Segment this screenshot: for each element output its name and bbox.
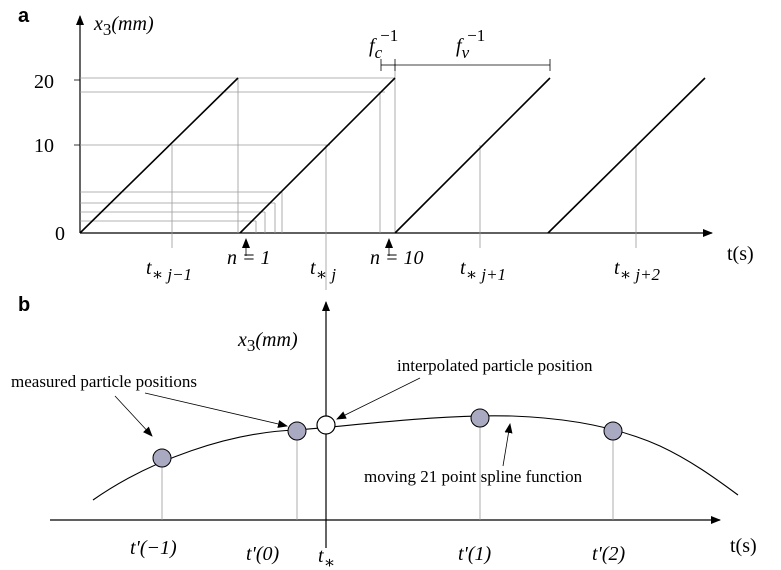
time-label-tstar: t∗ — [318, 545, 335, 570]
panel-b-x-axis-label: t(s) — [730, 535, 757, 557]
arrow-to-measured-1 — [114, 395, 153, 437]
time-label-t-2: t'(2) — [592, 543, 625, 565]
annotation-measured: measured particle positions — [11, 372, 197, 391]
y-tick-20: 20 — [34, 71, 54, 93]
marker-n1: n = 1 — [227, 247, 271, 269]
period-c-label: fc−1 — [369, 26, 398, 62]
arrow-to-measured-2 — [144, 392, 288, 428]
panel-a-x-axis-label: t(s) — [727, 243, 754, 265]
time-label-j: t∗ j — [310, 257, 336, 284]
ramp-1 — [79, 77, 239, 234]
measured-point — [470, 408, 490, 428]
ramp-3 — [394, 77, 551, 234]
time-label-j-plus-1: t∗ j+1 — [460, 257, 506, 284]
panel-b-letter: b — [18, 294, 30, 316]
panel-b-vertical-guides — [161, 418, 614, 520]
interpolated-point — [316, 415, 336, 435]
ramp-4 — [547, 77, 706, 234]
arrow-to-interpolated — [336, 377, 421, 420]
time-label-j-minus-1: t∗ j−1 — [146, 257, 192, 284]
annotation-interpolated: interpolated particle position — [397, 356, 593, 375]
spline-curve — [92, 415, 739, 501]
measured-point — [603, 421, 623, 441]
measured-point — [152, 448, 172, 468]
panel-b-y-axis-label: x3(mm) — [237, 329, 298, 355]
panel-a-y-axis-label: x3(mm) — [93, 13, 154, 39]
time-label-t-1: t'(1) — [458, 543, 491, 565]
measured-point — [287, 421, 307, 441]
period-bracket-c — [380, 59, 395, 71]
vertical-guides — [171, 64, 637, 290]
period-v-label: fv−1 — [456, 26, 485, 62]
panel-a-letter: a — [18, 5, 30, 27]
time-label-t-minus-1: t'(−1) — [130, 537, 177, 559]
ramp-2 — [239, 77, 396, 234]
period-bracket-v — [394, 59, 551, 71]
y-tick-10: 10 — [34, 135, 54, 157]
marker-n10: n = 10 — [370, 247, 424, 269]
time-label-j-plus-2: t∗ j+2 — [614, 257, 661, 284]
horizontal-guides — [80, 77, 395, 222]
annotation-spline: moving 21 point spline function — [364, 467, 583, 486]
y-tick-0: 0 — [55, 223, 65, 245]
time-label-t-0: t'(0) — [246, 543, 279, 565]
arrow-to-spline — [502, 423, 513, 467]
